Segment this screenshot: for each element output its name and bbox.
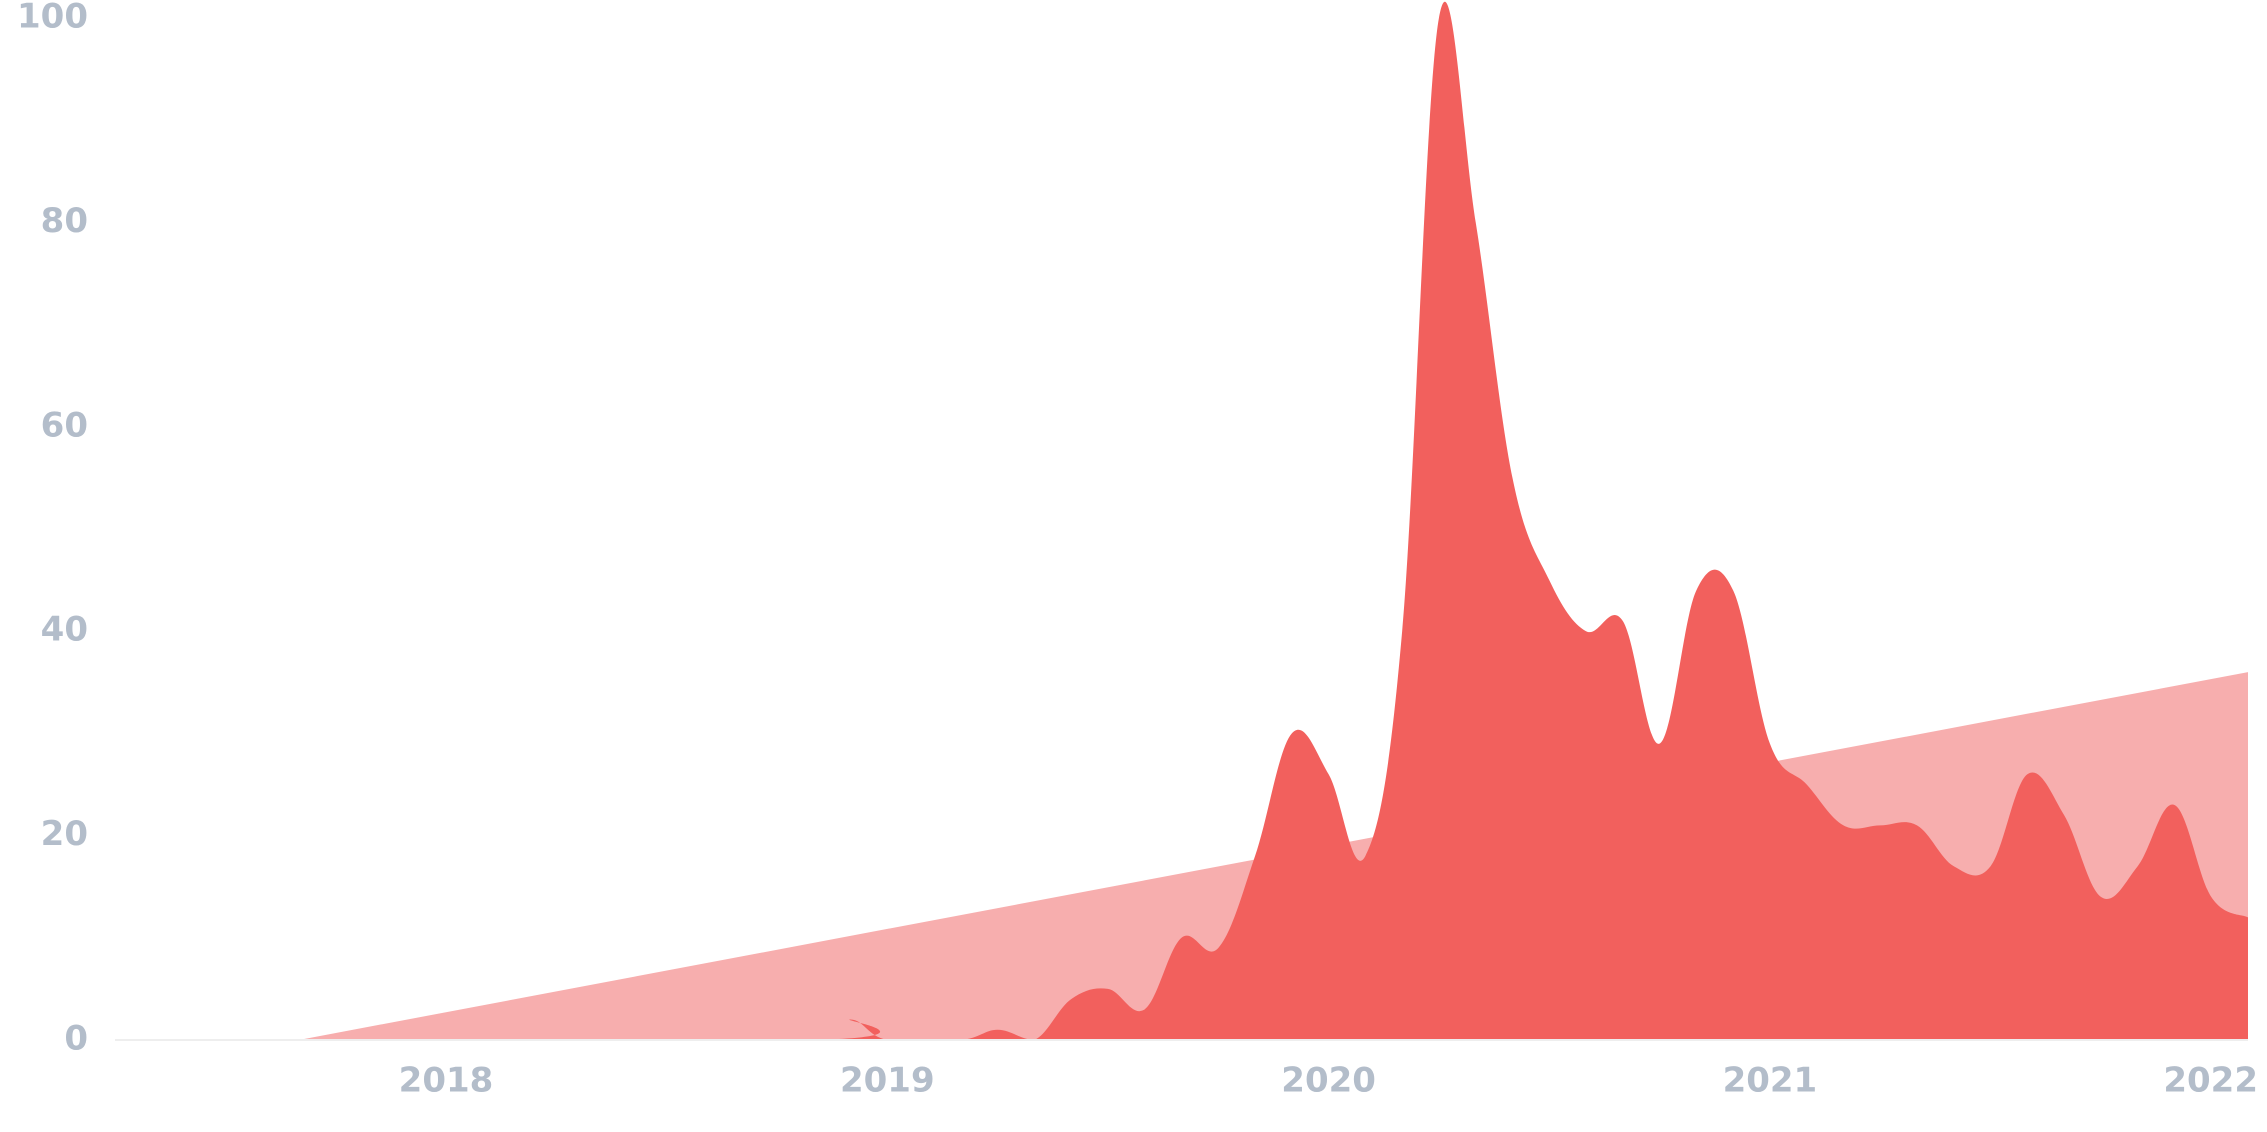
x-tick-label: 2018: [399, 1061, 494, 1101]
interest-area: [115, 1, 2248, 1040]
interest-area-layer: [115, 1, 2248, 1041]
x-tick-label: 2020: [1281, 1061, 1376, 1101]
y-tick-label: 40: [41, 610, 88, 650]
x-axis: 2018 2019 2020 2021 2022: [399, 1061, 2258, 1101]
y-axis: 0 20 40 60 80 100: [17, 0, 88, 1059]
x-tick-label: 2019: [840, 1061, 935, 1101]
y-tick-label: 80: [41, 201, 88, 241]
y-tick-label: 100: [17, 0, 88, 37]
x-tick-label: 2021: [1723, 1061, 1818, 1101]
y-tick-label: 20: [41, 814, 88, 854]
x-tick-label: 2022: [2163, 1061, 2258, 1101]
y-tick-label: 60: [41, 405, 88, 445]
y-tick-label: 0: [64, 1019, 88, 1059]
